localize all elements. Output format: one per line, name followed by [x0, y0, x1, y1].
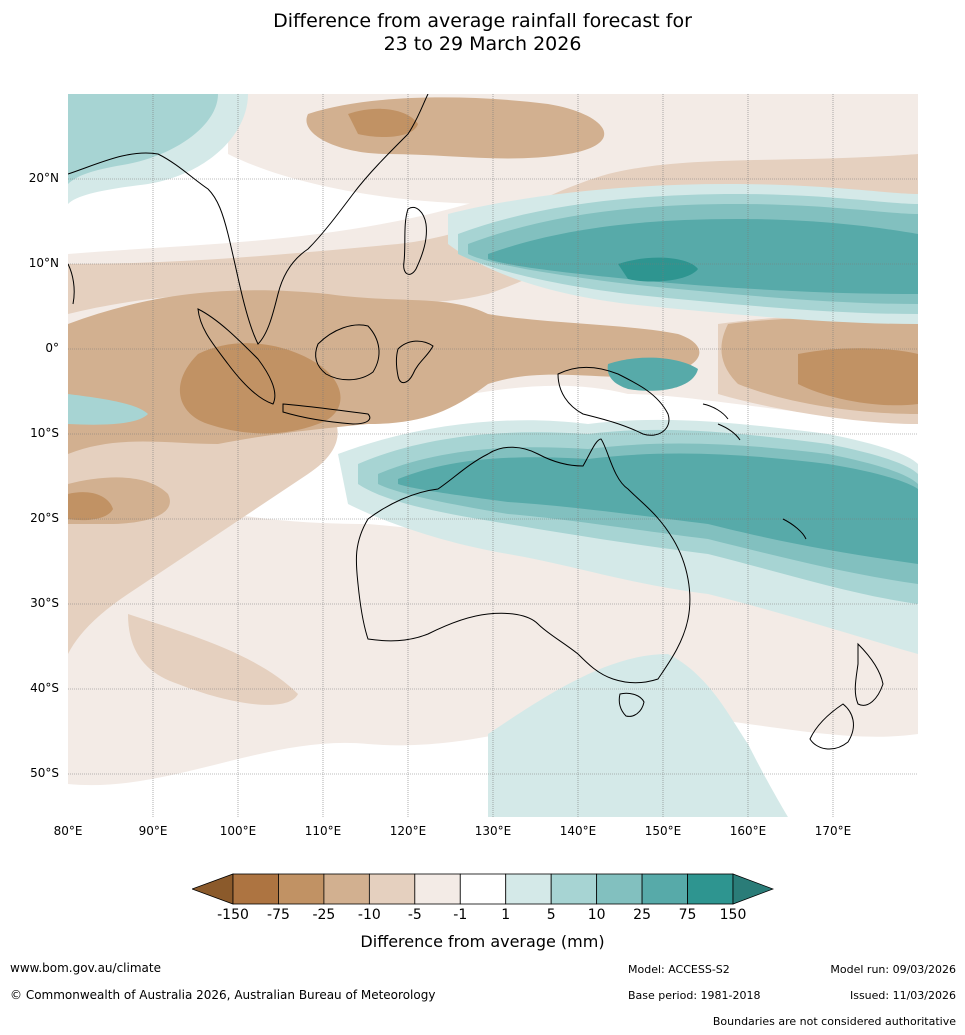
coastline-philippines [403, 207, 427, 275]
colorbar-tick-5: -1 [453, 907, 468, 923]
lat-label-20s: 20°S [30, 511, 59, 525]
title-line-1: Difference from average rainfall forecas… [273, 10, 692, 32]
lat-label-50s: 50°S [30, 766, 59, 780]
colorbar-bin-7 [550, 873, 598, 905]
colorbar-tick-3: -10 [357, 907, 381, 923]
coastline-australia [355, 438, 691, 684]
map-canvas [68, 94, 918, 817]
footer-copyright: © Commonwealth of Australia 2026, Austra… [10, 988, 436, 1002]
colorbar-tick-8: 10 [587, 907, 606, 923]
coastline-sri-lanka [68, 263, 75, 305]
rainfall-anomaly-map [68, 94, 918, 817]
colorbar-bin-9 [641, 873, 688, 905]
lon-label-140e: 140°E [559, 824, 597, 838]
footer-base-period: Base period: 1981-2018 [628, 989, 761, 1002]
lat-label-equator: 0° [45, 341, 59, 355]
coastline-nz-north [854, 642, 884, 706]
anomaly-region-dry-very-strong-bay [348, 108, 418, 137]
map-title: Difference from average rainfall forecas… [0, 10, 965, 56]
coastline-nz-south [809, 703, 854, 750]
colorbar-extend-high [732, 873, 774, 905]
anomaly-region-dry-very-strong-pacific [798, 348, 918, 406]
lon-label-110e: 110°E [304, 824, 342, 838]
anomaly-region-wet-very-strong [488, 219, 918, 294]
lon-label-80e: 80°E [53, 824, 83, 838]
coastline-new-guinea [557, 366, 670, 436]
colorbar-tick-0: -150 [217, 907, 249, 923]
legend-colorbar [192, 873, 774, 905]
anomaly-region-wet-very-strong-south [398, 453, 918, 564]
colorbar-bin-1 [278, 873, 325, 905]
colorbar-bin-0 [232, 873, 279, 905]
coastline-sumatra [197, 308, 276, 405]
colorbar-bin-8 [596, 873, 643, 905]
colorbar-bins [232, 873, 734, 905]
lat-label-20n: 20°N [28, 171, 59, 185]
colorbar-tick-4: -5 [407, 907, 422, 923]
coastline-borneo [315, 324, 380, 381]
coastline-solomon-islands [702, 403, 741, 441]
footer-issued: Issued: 11/03/2026 [849, 989, 956, 1002]
coastline-java [282, 403, 371, 425]
colorbar-tick-10: 75 [678, 907, 697, 923]
lat-label-30s: 30°S [30, 596, 59, 610]
lon-label-100e: 100°E [219, 824, 257, 838]
colorbar-tick-6: 1 [501, 907, 511, 923]
colorbar-extend-low [192, 873, 234, 905]
colorbar-tick-1: -75 [267, 907, 290, 923]
footer-website: www.bom.gov.au/climate [10, 961, 161, 975]
colorbar-tick-11: 150 [719, 907, 747, 923]
lon-label-160e: 160°E [729, 824, 767, 838]
colorbar-bin-4 [414, 873, 461, 905]
coastline-mainland-asia [68, 94, 429, 345]
anomaly-region-dry-very-strong-west [68, 492, 113, 521]
footer-model-run: Model run: 09/03/2026 [830, 963, 956, 976]
lon-label-120e: 120°E [389, 824, 427, 838]
title-line-2: 23 to 29 March 2026 [383, 33, 582, 55]
footer-model: Model: ACCESS-S2 [628, 963, 730, 976]
coastline-new-caledonia [782, 518, 807, 540]
lon-label-90e: 90°E [138, 824, 168, 838]
colorbar-bin-10 [687, 873, 734, 905]
coastlines [68, 94, 884, 750]
lat-label-10n: 10°N [28, 256, 59, 270]
anomaly-region-wet-very-strong-png [607, 357, 698, 391]
anomaly-region-wet-light-tasman [488, 654, 788, 817]
lon-label-150e: 150°E [644, 824, 682, 838]
colorbar-bin-3 [368, 873, 416, 905]
coastline-sulawesi [396, 340, 434, 383]
anomaly-region-wet-moderate-nw [68, 94, 218, 184]
map-graticule [68, 94, 918, 817]
colorbar-tick-7: 5 [546, 907, 556, 923]
lat-label-10s: 10°S [30, 426, 59, 440]
colorbar-bin-2 [323, 873, 370, 905]
colorbar-tick-9: 25 [633, 907, 651, 923]
anomaly-region-dry-very-strong [179, 343, 341, 434]
colorbar-tick-2: -25 [312, 907, 336, 923]
colorbar-bin-5 [459, 873, 507, 905]
anomaly-region-wet-extreme [618, 257, 698, 282]
anomaly-region-dry-strong-north [306, 97, 605, 159]
colorbar-title: Difference from average (mm) [360, 932, 605, 951]
lon-label-170e: 170°E [814, 824, 852, 838]
footer-disclaimer: Boundaries are not considered authoritat… [712, 1015, 956, 1028]
anomaly-region-dry-moderate-sw [128, 614, 298, 705]
lat-label-40s: 40°S [30, 681, 59, 695]
coastline-tasmania [618, 692, 645, 717]
lon-label-130e: 130°E [474, 824, 512, 838]
colorbar-bin-6 [505, 873, 552, 905]
anomaly-region-wet-moderate-westocean [68, 394, 148, 425]
